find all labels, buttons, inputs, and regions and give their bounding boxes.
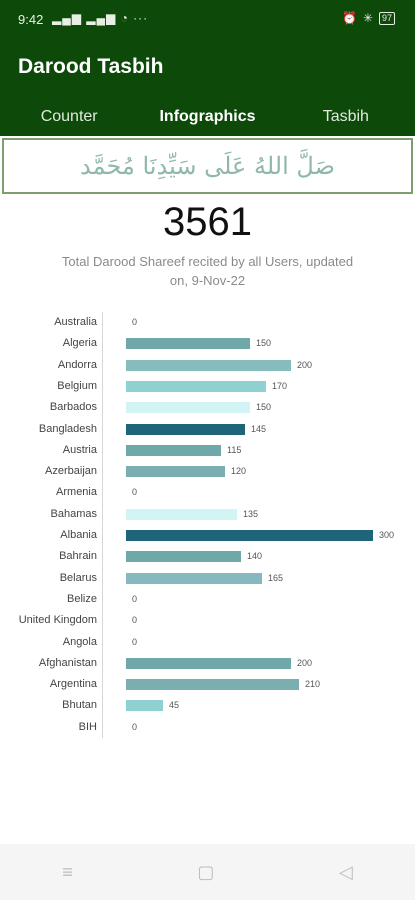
chart-value-label: 0	[132, 487, 138, 498]
chart-bar	[126, 508, 237, 520]
chart-row: Armenia 0	[0, 482, 415, 503]
chart-value-label: 210	[305, 679, 321, 690]
chart-category-label: Azerbaijan	[45, 465, 97, 478]
app-title: Darood Tasbih	[18, 55, 164, 78]
total-caption: Total Darood Shareef recited by all User…	[61, 254, 354, 288]
bluetooth-icon: ✳	[362, 11, 373, 25]
chart-value-label: 165	[268, 572, 284, 583]
chart-category-label: Albania	[60, 529, 97, 541]
tab-counter[interactable]: Counter	[40, 108, 98, 125]
chart-value-label: 150	[256, 402, 272, 413]
darood-arabic-text: صَلَّ اللهُ عَلَى سَيِّدِنَا مُحَمَّد	[80, 152, 335, 180]
chart-bar	[126, 444, 221, 456]
chart-row: Algeria 150	[0, 333, 415, 354]
chart-category-label: Austria	[62, 443, 97, 456]
chart-row: Barbados 150	[0, 397, 415, 418]
chart-bar	[126, 530, 373, 541]
chart-bar	[126, 338, 250, 350]
chart-bar	[126, 380, 266, 392]
chart-bar	[126, 466, 225, 478]
chart-value-label: 200	[297, 359, 313, 370]
chart-value-label: 170	[272, 380, 288, 391]
chart-category-label: Andorra	[57, 358, 97, 371]
status-right-icons: ⏰ ✳ 97	[342, 11, 395, 25]
chart-value-label: 145	[251, 423, 267, 434]
chart-row: Bangladesh 145	[0, 419, 415, 440]
chart-row: Belarus 165	[0, 568, 415, 589]
chart-row: Bhutan 45	[0, 695, 415, 716]
chart-row: Andorra 200	[0, 355, 415, 376]
chart-row: Argentina 210	[0, 674, 415, 695]
chart-category-label: Angola	[62, 635, 97, 648]
chart-bar	[126, 572, 262, 584]
tab-infographics[interactable]: Infographics	[159, 108, 256, 125]
chart-row: Bahrain 140	[0, 546, 415, 567]
chart-category-label: Australia	[54, 316, 97, 328]
tab-bar: Counter Infographics Tasbih	[0, 102, 415, 136]
chart-value-label: 0	[132, 615, 138, 626]
chart-category-label: United Kingdom	[18, 614, 97, 627]
chart-value-label: 0	[132, 636, 138, 647]
chart-value-label: 0	[132, 317, 138, 327]
tab-tasbih[interactable]: Tasbih	[322, 108, 369, 125]
chart-value-label: 135	[243, 508, 259, 519]
chart-bar	[126, 700, 163, 712]
darood-banner: صَلَّ اللهُ عَلَى سَيِّدِنَا مُحَمَّد	[2, 138, 413, 194]
chart-bar	[126, 551, 241, 563]
chart-bar	[126, 679, 299, 691]
chart-category-label: Algeria	[62, 337, 97, 350]
chart-category-label: BIH	[78, 720, 97, 733]
chart-category-label: Afghanistan	[38, 656, 97, 669]
chart-bar	[126, 657, 291, 669]
chart-row: Bahamas 135	[0, 504, 415, 525]
chart-bar	[126, 402, 250, 414]
chart-category-label: Argentina	[49, 678, 97, 691]
chart-value-label: 150	[256, 338, 272, 349]
chart-row: Austria 115	[0, 440, 415, 461]
chart-category-label: Belgium	[57, 379, 97, 392]
chart-axis-line	[102, 312, 103, 738]
total-count: 3561	[163, 200, 252, 244]
back-icon[interactable]: ◁	[338, 861, 353, 882]
chart-category-label: Belarus	[59, 571, 97, 584]
chart-value-label: 200	[297, 657, 313, 668]
chart-value-label: 140	[247, 551, 263, 562]
chart-value-label: 115	[227, 444, 242, 455]
system-nav-bar: ≡ ▢ ◁	[0, 844, 415, 900]
chart-category-label: Bahrain	[59, 550, 97, 563]
menu-icon[interactable]: ≡	[62, 861, 73, 882]
chart-category-label: Bhutan	[62, 699, 97, 712]
chart-row: Australia 0	[0, 312, 415, 333]
signal-icon: ▂▄▆ ▂▄▆ ◔ ···	[52, 11, 149, 25]
chart-row: Afghanistan 200	[0, 653, 415, 674]
status-bar: 9:42 ▂▄▆ ▂▄▆ ◔ ··· ⏰ ✳ 97	[0, 0, 415, 40]
chart-category-label: Bahamas	[50, 507, 97, 520]
chart-bar	[126, 359, 291, 371]
app-bar: Darood Tasbih Counter Infographics Tasbi…	[0, 40, 415, 136]
chart-value-label: 45	[169, 700, 180, 711]
chart-row: BIH 0	[0, 717, 415, 738]
alarm-icon: ⏰	[341, 11, 357, 25]
chart-value-label: 0	[132, 593, 138, 604]
chart-row: Angola 0	[0, 632, 415, 653]
chart-row: United Kingdom 0	[0, 610, 415, 631]
chart-category-label: Belize	[67, 592, 97, 605]
chart-row: Azerbaijan 120	[0, 461, 415, 482]
chart-category-label: Bangladesh	[38, 422, 97, 435]
country-bar-chart: Australia 0 Algeria 150 Andorra 200 Belgium 170…	[0, 310, 415, 740]
chart-category-label: Barbados	[49, 401, 97, 414]
status-time: 9:42	[18, 12, 44, 27]
home-icon[interactable]: ▢	[197, 861, 215, 882]
chart-category-label: Armenia	[56, 486, 97, 499]
battery-icon: 97	[378, 11, 395, 25]
chart-value-label: 300	[379, 530, 395, 540]
chart-bar	[126, 423, 245, 435]
chart-value-label: 0	[132, 721, 138, 732]
chart-row: Belgium 170	[0, 376, 415, 397]
chart-value-label: 120	[231, 466, 247, 477]
chart-row: Albania 300	[0, 525, 415, 546]
chart-row: Belize 0	[0, 589, 415, 610]
